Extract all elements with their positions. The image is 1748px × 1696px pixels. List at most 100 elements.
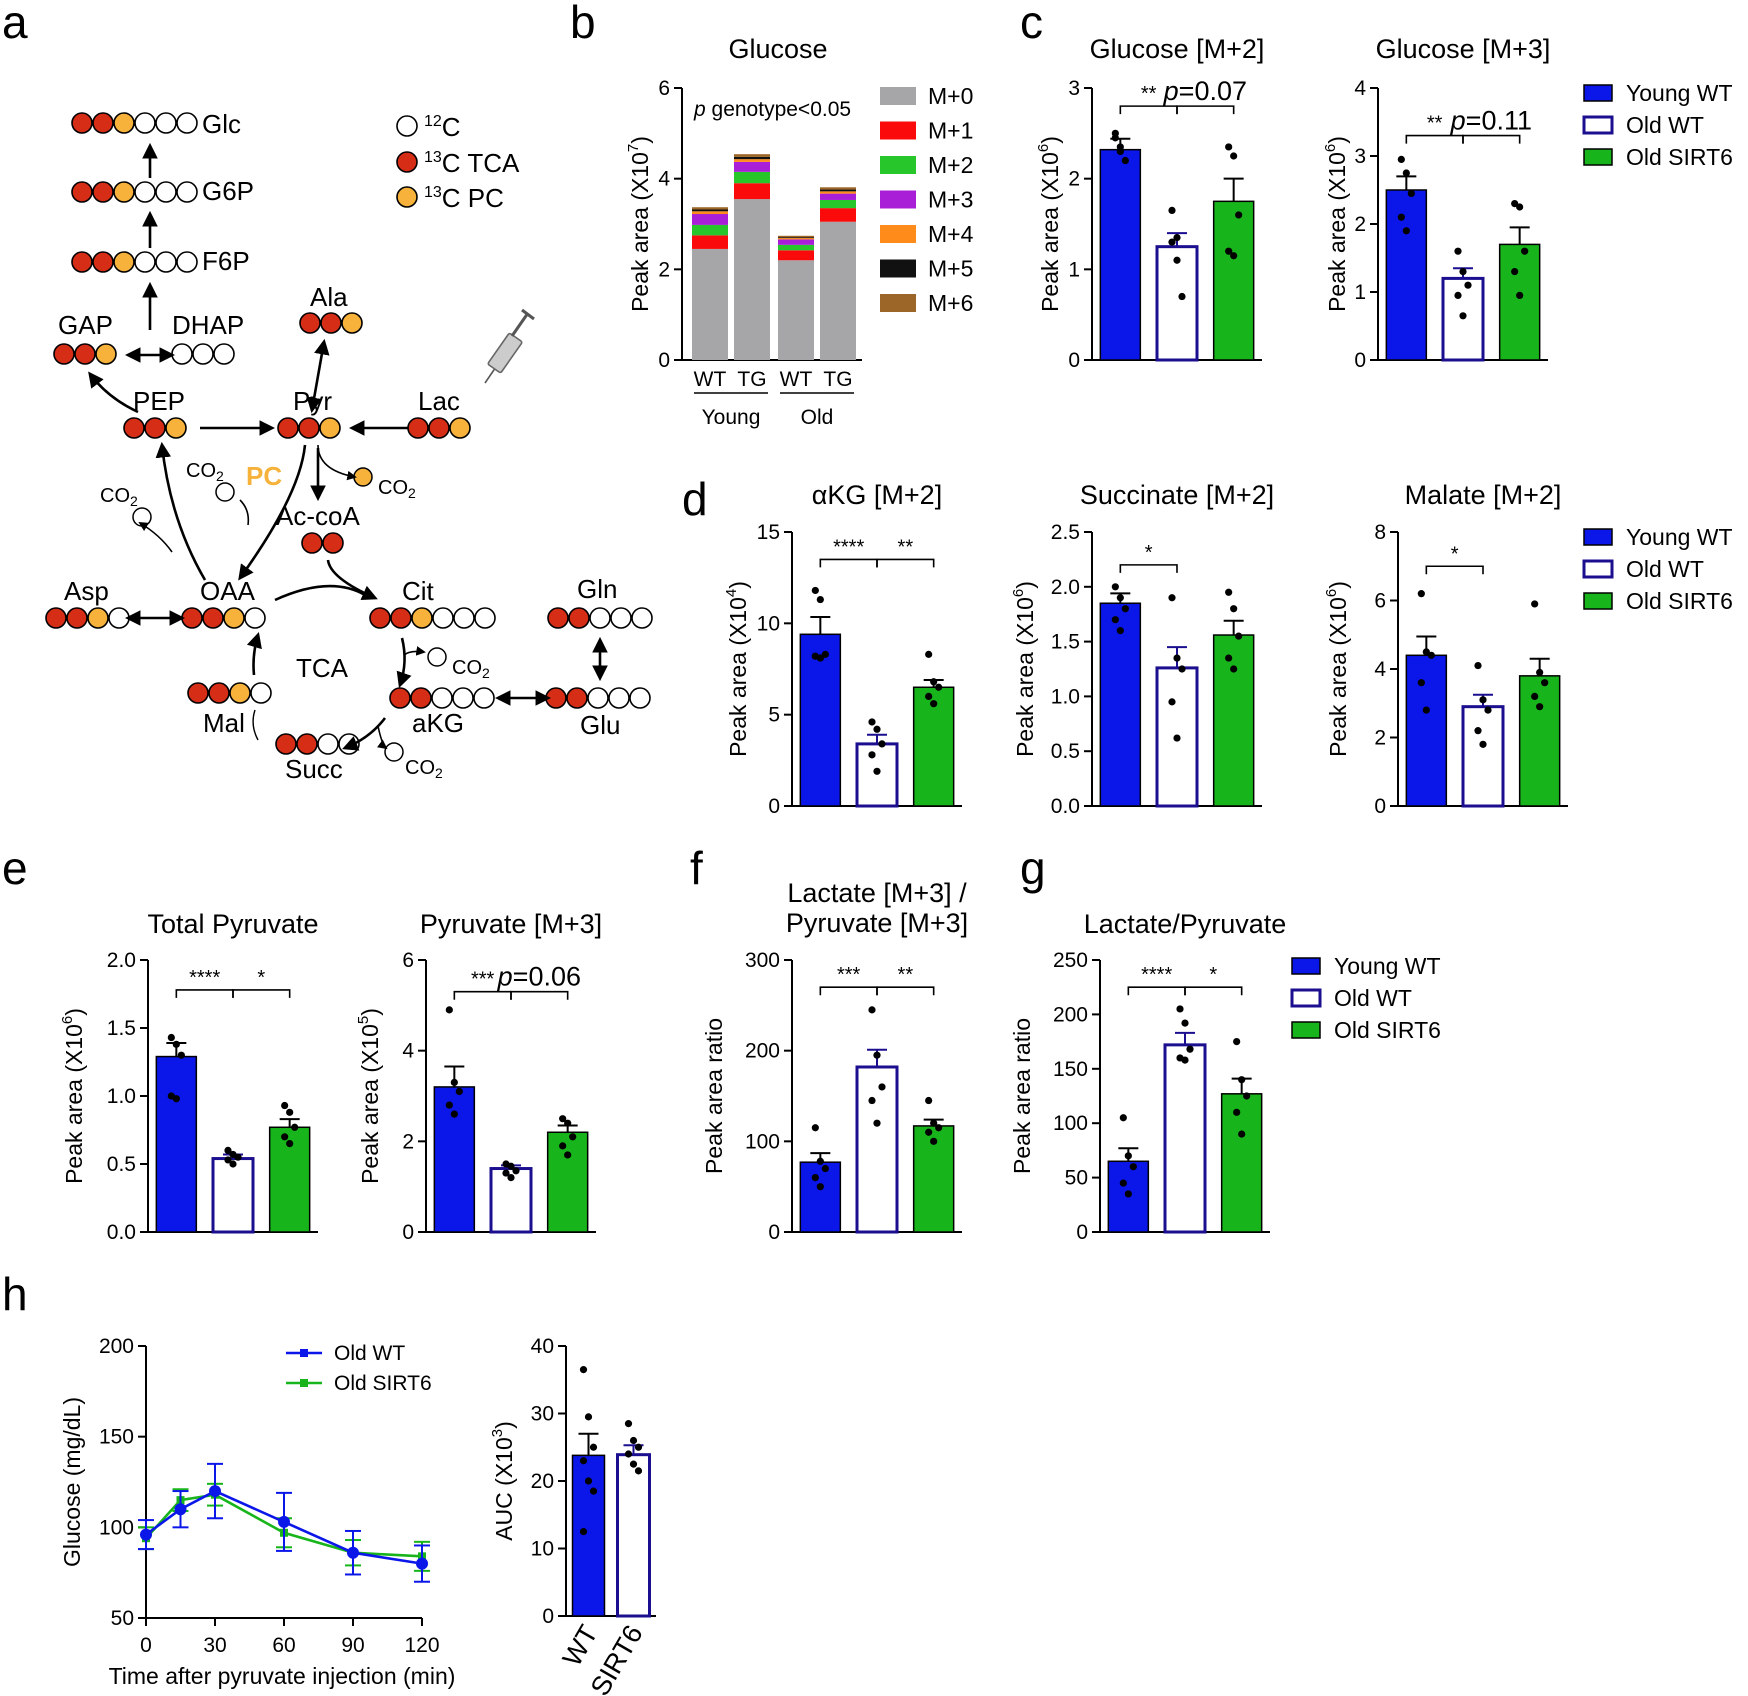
data-point	[229, 1160, 237, 1168]
data-point	[1235, 211, 1243, 219]
carbon-succ-1	[296, 733, 318, 755]
data-point	[1531, 600, 1539, 608]
panel-letter-d: d	[682, 473, 708, 525]
y-tick-label: 2	[1354, 213, 1366, 236]
legend-label: M+2	[928, 152, 973, 178]
data-point	[1186, 1045, 1194, 1053]
y-tick-label: 0.5	[1051, 740, 1080, 763]
y-axis-label: Peak area ratio	[701, 1018, 727, 1174]
data-point	[811, 586, 819, 595]
data-point	[140, 1528, 152, 1541]
chart-title: Glucose [M+2]	[1090, 34, 1265, 64]
label-pc-enzyme: PC	[246, 461, 282, 491]
significance-label: *	[1209, 964, 1217, 986]
bar-old-wt	[1155, 245, 1199, 362]
pathway-arrows	[88, 142, 608, 751]
legend-swatch-old-sirt6	[1583, 592, 1613, 610]
data-point	[1397, 155, 1405, 163]
y-tick-label: 200	[745, 1040, 780, 1063]
x-tick-label: TG	[737, 368, 766, 391]
significance-bracket	[1176, 105, 1235, 115]
chart-title: Lactate [M+3] /	[787, 878, 967, 908]
co2-label-5: CO2	[405, 757, 443, 781]
significance-bracket	[453, 990, 512, 1000]
data-point	[873, 1051, 881, 1059]
data-point	[564, 1151, 572, 1159]
y-axis-label: Glucose (mg/dL)	[59, 1397, 85, 1567]
stack-segment-m-plus-5	[820, 189, 856, 192]
carbon-g6p-0	[71, 181, 93, 203]
chart-title: Malate [M+2]	[1405, 480, 1562, 510]
y-tick-label: 250	[1053, 949, 1088, 972]
label-gap: GAP	[58, 310, 113, 340]
label-oaa: OAA	[200, 576, 256, 606]
data-point	[1116, 627, 1124, 635]
carbon-lac-2	[449, 417, 471, 439]
label-g6p: G6P	[202, 176, 254, 206]
y-tick-label: 0	[658, 349, 670, 372]
bar-young-wt	[799, 1161, 842, 1233]
significance-label: ****	[833, 536, 864, 558]
carbon-oaa-3	[244, 607, 266, 629]
data-point	[816, 1157, 824, 1165]
legend-swatch	[880, 121, 916, 140]
stack-segment-m-plus-1	[778, 250, 814, 261]
legend-swatch	[880, 156, 916, 174]
legend-label: Young WT	[1626, 80, 1733, 106]
label-gln: Gln	[577, 574, 617, 604]
co2-circle-4	[427, 647, 447, 667]
carbon-glu-0	[545, 687, 567, 709]
legend-label: Old SIRT6	[1626, 144, 1733, 170]
legend-swatch	[880, 259, 916, 278]
co2-label-4: CO2	[452, 657, 490, 681]
panel-letter-c: c	[1020, 0, 1043, 48]
significance-label: **	[1141, 83, 1157, 105]
stack-segment-m-plus-4	[734, 159, 770, 162]
legend-marker	[300, 1379, 308, 1387]
carbon-gln-1	[568, 607, 590, 629]
data-point	[167, 1033, 175, 1042]
data-point	[584, 1477, 593, 1485]
legend-label: M+1	[928, 118, 973, 144]
data-point	[821, 650, 829, 658]
legend-label: Old SIRT6	[334, 1372, 432, 1395]
y-tick-label: 1.5	[107, 1017, 136, 1040]
legend-label: M+6	[928, 290, 973, 316]
y-tick-label: 1.0	[107, 1085, 136, 1108]
series-line-old-wt	[145, 1489, 423, 1565]
bar-young-wt	[1385, 189, 1428, 361]
data-point	[281, 1101, 289, 1110]
y-tick-label: 0	[768, 1221, 780, 1244]
label-f6p: F6P	[202, 246, 250, 276]
legend-13c-tca-circle	[396, 151, 418, 173]
y-axis-label: Peak area (X104)	[723, 581, 751, 757]
carbon-succ-2	[317, 733, 339, 755]
y-axis-label: Peak area (X106)	[1322, 136, 1350, 312]
bar-old-wt	[855, 742, 899, 808]
legend-label: M+4	[928, 221, 974, 247]
co2-label-1: CO2	[186, 460, 224, 484]
y-tick-label: 50	[111, 1607, 134, 1630]
y-axis-label: Peak area (X106)	[59, 1008, 87, 1184]
data-point	[584, 1413, 593, 1421]
data-point	[1119, 1179, 1127, 1187]
chart-title: Pyruvate [M+3]	[420, 909, 602, 939]
bar-young-wt	[1099, 148, 1142, 361]
data-point	[1402, 169, 1410, 177]
data-point	[1116, 594, 1124, 602]
legend-swatch-old-sirt6	[1291, 1021, 1321, 1039]
stack-segment-m-plus-6	[692, 207, 728, 210]
label-asp: Asp	[64, 576, 109, 606]
data-point	[569, 1133, 577, 1141]
y-tick-label: 1.0	[1051, 685, 1080, 708]
y-tick-label: 3	[1354, 145, 1366, 168]
carbon-ala-1	[320, 312, 342, 334]
x-tick-label: 30	[203, 1634, 226, 1657]
data-point	[1516, 203, 1524, 211]
y-tick-label: 4	[1374, 658, 1386, 681]
y-tick-label: 0	[768, 795, 780, 818]
x-tick-label: WT	[694, 368, 727, 391]
legend-label: Old WT	[1626, 112, 1704, 138]
data-point	[1397, 213, 1405, 221]
data-point	[1454, 247, 1462, 255]
